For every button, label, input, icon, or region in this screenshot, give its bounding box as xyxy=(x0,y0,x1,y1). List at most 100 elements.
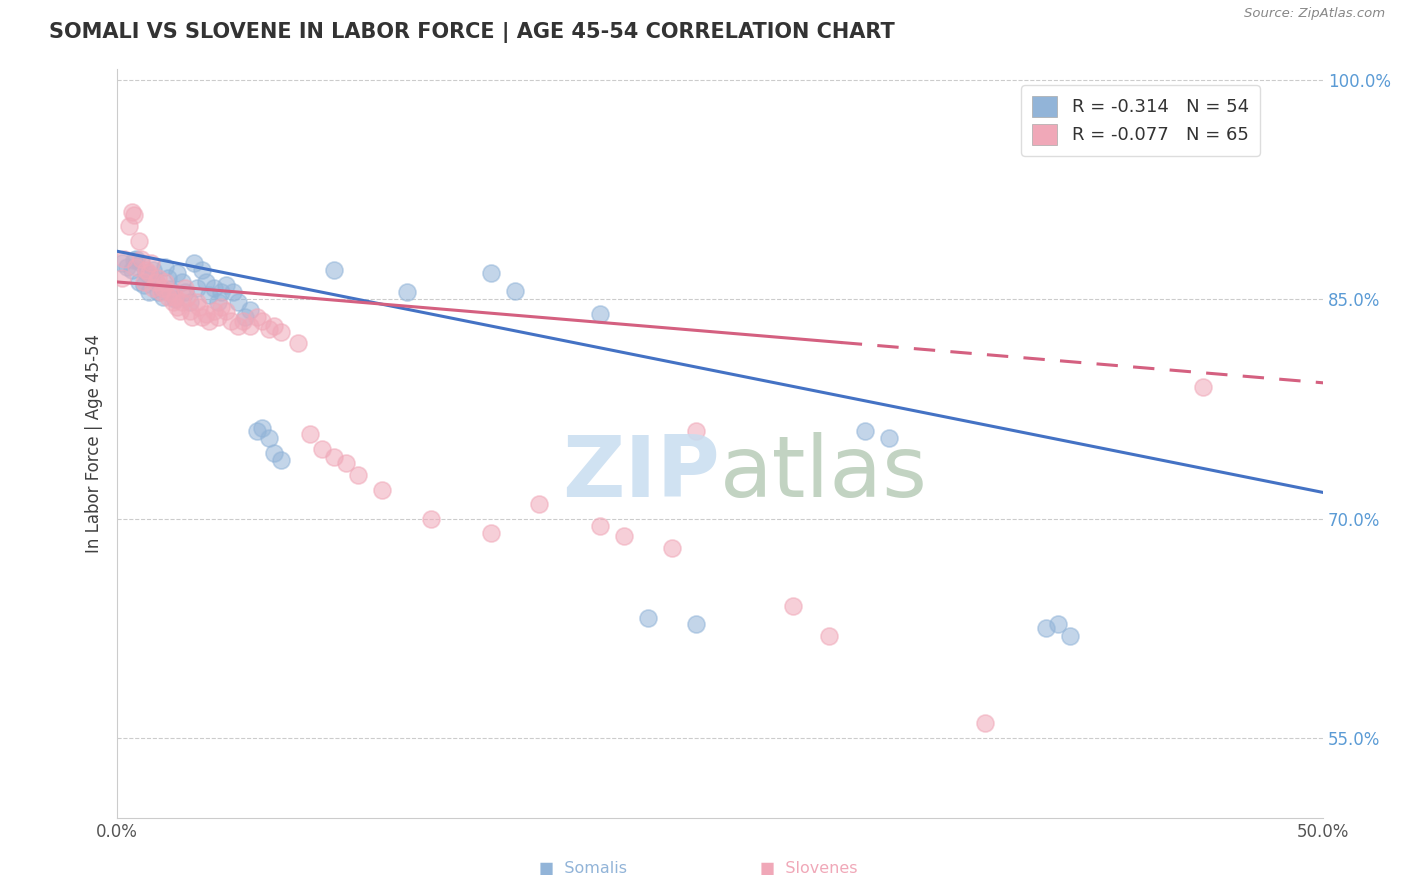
Point xyxy=(166,300,188,314)
Point xyxy=(198,314,221,328)
Point xyxy=(135,263,157,277)
Point xyxy=(142,263,165,277)
Point xyxy=(142,281,165,295)
Point xyxy=(202,304,225,318)
Point xyxy=(125,260,148,275)
Point xyxy=(1059,629,1081,643)
Text: ■  Somalis: ■ Somalis xyxy=(540,861,627,876)
Point xyxy=(111,270,134,285)
Point xyxy=(138,266,160,280)
Point xyxy=(817,629,839,643)
Point xyxy=(246,310,269,324)
Point xyxy=(115,260,138,275)
Point xyxy=(145,275,167,289)
Point xyxy=(152,289,174,303)
Point xyxy=(257,322,280,336)
Point xyxy=(529,497,551,511)
Point xyxy=(128,234,150,248)
Point xyxy=(111,256,134,270)
Point xyxy=(169,304,191,318)
Point xyxy=(853,424,876,438)
Point xyxy=(152,281,174,295)
Text: ZIP: ZIP xyxy=(562,432,720,515)
Point xyxy=(263,318,285,333)
Point xyxy=(139,256,162,270)
Point xyxy=(128,275,150,289)
Point xyxy=(323,263,346,277)
Point xyxy=(122,208,145,222)
Point xyxy=(183,256,205,270)
Point xyxy=(176,289,198,303)
Text: SOMALI VS SLOVENE IN LABOR FORCE | AGE 45-54 CORRELATION CHART: SOMALI VS SLOVENE IN LABOR FORCE | AGE 4… xyxy=(49,22,896,44)
Point xyxy=(166,266,188,280)
Point xyxy=(347,467,370,482)
Point xyxy=(233,310,256,324)
Point xyxy=(1191,380,1213,394)
Point xyxy=(270,325,292,339)
Point xyxy=(207,295,229,310)
Point xyxy=(165,293,187,307)
Point xyxy=(207,310,229,324)
Point xyxy=(149,281,172,295)
Point xyxy=(132,277,155,292)
Text: Source: ZipAtlas.com: Source: ZipAtlas.com xyxy=(1244,7,1385,21)
Point xyxy=(179,304,201,318)
Point xyxy=(156,270,179,285)
Point xyxy=(263,446,285,460)
Point xyxy=(226,295,249,310)
Point xyxy=(131,252,153,266)
Point xyxy=(613,529,636,543)
Point xyxy=(156,289,179,303)
Point xyxy=(112,252,135,266)
Point xyxy=(135,266,157,280)
Point xyxy=(186,295,208,310)
Y-axis label: In Labor Force | Age 45-54: In Labor Force | Age 45-54 xyxy=(86,334,103,553)
Point xyxy=(250,314,273,328)
Point xyxy=(121,204,143,219)
Text: atlas: atlas xyxy=(720,432,928,515)
Point xyxy=(371,483,394,497)
Point xyxy=(257,431,280,445)
Point xyxy=(226,318,249,333)
Point xyxy=(155,275,177,289)
Point xyxy=(173,285,195,300)
Point xyxy=(287,336,309,351)
Point xyxy=(239,302,262,317)
Point xyxy=(395,285,418,300)
Point xyxy=(588,519,610,533)
Point xyxy=(155,260,177,275)
Point xyxy=(198,288,221,302)
Legend: R = -0.314   N = 54, R = -0.077   N = 65: R = -0.314 N = 54, R = -0.077 N = 65 xyxy=(1021,85,1260,155)
Point xyxy=(179,295,201,310)
Point xyxy=(323,450,346,465)
Point xyxy=(172,295,194,310)
Point xyxy=(239,318,262,333)
Point xyxy=(1035,622,1057,636)
Text: ■  Slovenes: ■ Slovenes xyxy=(759,861,858,876)
Point xyxy=(190,263,212,277)
Point xyxy=(685,617,707,632)
Point xyxy=(479,526,502,541)
Point xyxy=(215,277,238,292)
Point xyxy=(139,270,162,285)
Point xyxy=(637,611,659,625)
Point xyxy=(159,282,181,296)
Point xyxy=(219,314,242,328)
Point xyxy=(148,270,170,285)
Point xyxy=(661,541,683,555)
Point xyxy=(782,599,804,614)
Point xyxy=(588,307,610,321)
Point xyxy=(145,275,167,289)
Point xyxy=(250,421,273,435)
Point xyxy=(122,253,145,268)
Point xyxy=(131,256,153,270)
Point xyxy=(685,424,707,438)
Point xyxy=(125,252,148,266)
Point xyxy=(419,512,441,526)
Point xyxy=(118,219,141,234)
Point xyxy=(195,307,218,321)
Point xyxy=(335,456,357,470)
Point xyxy=(138,285,160,300)
Point xyxy=(121,263,143,277)
Point xyxy=(270,453,292,467)
